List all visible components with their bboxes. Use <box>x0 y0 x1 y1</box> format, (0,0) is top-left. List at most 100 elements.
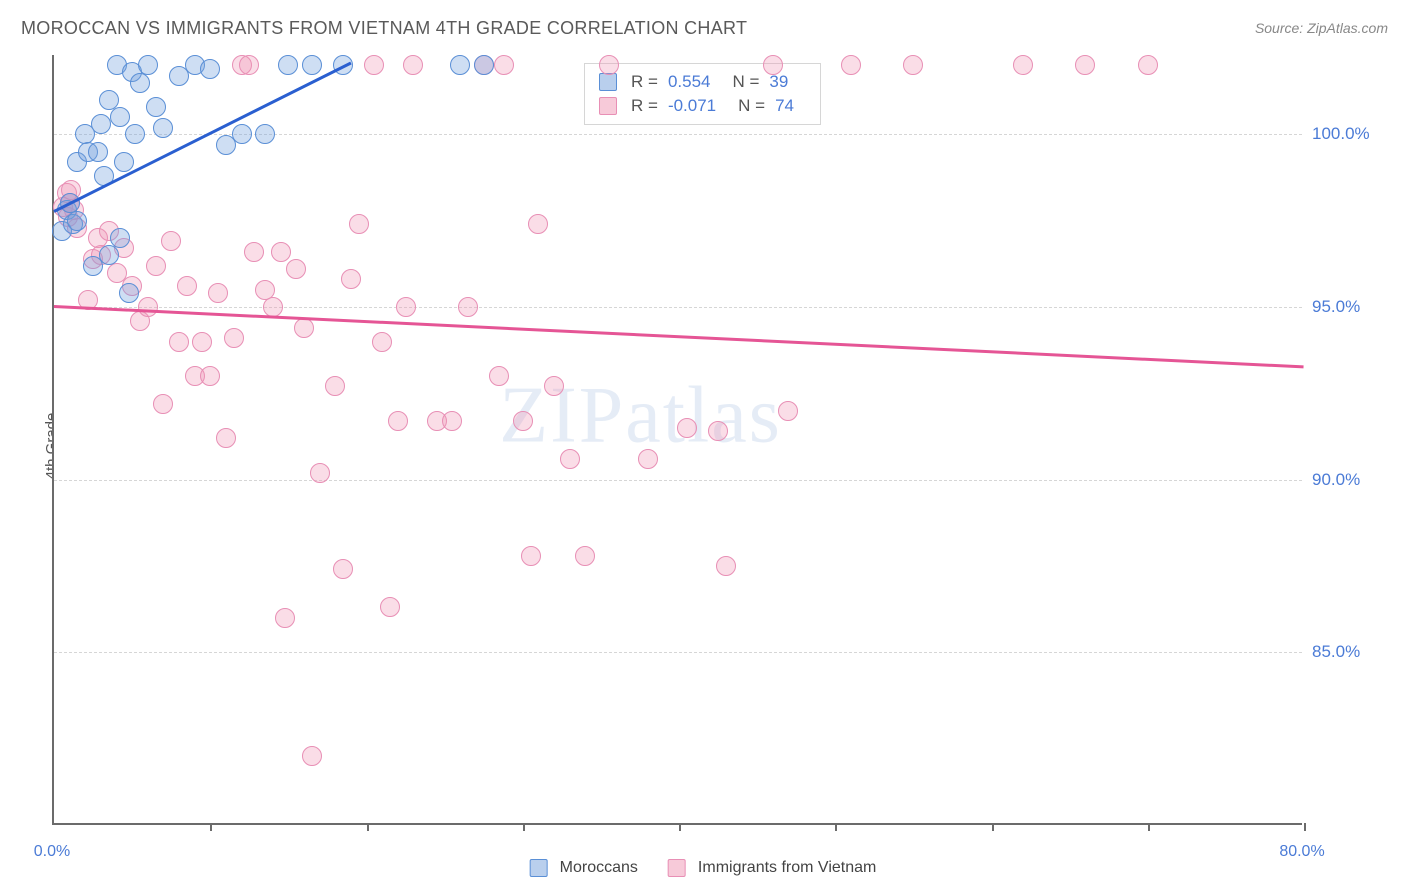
bottom-legend: Moroccans Immigrants from Vietnam <box>530 859 877 877</box>
data-point <box>513 411 533 431</box>
plot-area: ZIPatlas R = 0.554 N = 39 R = -0.071 N =… <box>52 55 1302 825</box>
data-point <box>153 118 173 138</box>
data-point <box>841 55 861 75</box>
data-point <box>125 124 145 144</box>
data-point <box>278 55 298 75</box>
data-point <box>396 297 416 317</box>
legend-swatch-blue <box>530 859 548 877</box>
stats-r-label: R = <box>631 96 658 116</box>
data-point <box>1138 55 1158 75</box>
watermark: ZIPatlas <box>499 370 782 461</box>
stats-row-pink: R = -0.071 N = 74 <box>599 94 806 118</box>
legend-item-vietnam: Immigrants from Vietnam <box>668 859 876 877</box>
source-label: Source: ZipAtlas.com <box>1255 20 1388 36</box>
ytick-label: 100.0% <box>1312 124 1397 144</box>
data-point <box>275 608 295 628</box>
data-point <box>349 214 369 234</box>
stats-n-label: N = <box>738 96 765 116</box>
data-point <box>528 214 548 234</box>
stats-n-value: 74 <box>775 96 794 116</box>
ytick-label: 95.0% <box>1312 297 1397 317</box>
xtick-mark <box>679 823 681 831</box>
data-point <box>903 55 923 75</box>
data-point <box>232 124 252 144</box>
data-point <box>192 332 212 352</box>
data-point <box>130 73 150 93</box>
data-point <box>677 418 697 438</box>
data-point <box>333 559 353 579</box>
data-point <box>91 114 111 134</box>
stats-box: R = 0.554 N = 39 R = -0.071 N = 74 <box>584 63 821 125</box>
gridline <box>54 307 1302 308</box>
data-point <box>442 411 462 431</box>
data-point <box>169 332 189 352</box>
data-point <box>599 55 619 75</box>
xtick-label-end: 80.0% <box>1279 843 1324 861</box>
data-point <box>302 55 322 75</box>
data-point <box>119 283 139 303</box>
stats-r-value: 0.554 <box>668 72 711 92</box>
chart-title: MOROCCAN VS IMMIGRANTS FROM VIETNAM 4TH … <box>21 18 747 39</box>
data-point <box>161 231 181 251</box>
xtick-mark <box>992 823 994 831</box>
data-point <box>638 449 658 469</box>
data-point <box>544 376 564 396</box>
data-point <box>1075 55 1095 75</box>
data-point <box>271 242 291 262</box>
data-point <box>341 269 361 289</box>
data-point <box>208 283 228 303</box>
data-point <box>146 97 166 117</box>
legend-label: Immigrants from Vietnam <box>698 859 876 877</box>
data-point <box>474 55 494 75</box>
stats-r-label: R = <box>631 72 658 92</box>
data-point <box>99 245 119 265</box>
data-point <box>138 297 158 317</box>
data-point <box>560 449 580 469</box>
gridline <box>54 652 1302 653</box>
stats-swatch-pink <box>599 97 617 115</box>
data-point <box>224 328 244 348</box>
gridline <box>54 480 1302 481</box>
data-point <box>67 211 87 231</box>
trend-line <box>53 62 351 213</box>
data-point <box>200 366 220 386</box>
xtick-mark <box>367 823 369 831</box>
data-point <box>325 376 345 396</box>
data-point <box>244 242 264 262</box>
data-point <box>216 428 236 448</box>
data-point <box>388 411 408 431</box>
data-point <box>458 297 478 317</box>
data-point <box>153 394 173 414</box>
data-point <box>763 55 783 75</box>
data-point <box>263 297 283 317</box>
data-point <box>114 152 134 172</box>
xtick-mark <box>1304 823 1306 831</box>
ytick-label: 85.0% <box>1312 642 1397 662</box>
data-point <box>716 556 736 576</box>
data-point <box>575 546 595 566</box>
data-point <box>494 55 514 75</box>
data-point <box>177 276 197 296</box>
stats-n-label: N = <box>732 72 759 92</box>
data-point <box>138 55 158 75</box>
data-point <box>88 142 108 162</box>
data-point <box>110 228 130 248</box>
data-point <box>364 55 384 75</box>
watermark-thin: atlas <box>625 371 782 459</box>
xtick-mark <box>835 823 837 831</box>
data-point <box>239 55 259 75</box>
data-point <box>1013 55 1033 75</box>
data-point <box>146 256 166 276</box>
data-point <box>403 55 423 75</box>
xtick-mark <box>1148 823 1150 831</box>
xtick-mark <box>523 823 525 831</box>
xtick-mark <box>210 823 212 831</box>
data-point <box>302 746 322 766</box>
legend-swatch-pink <box>668 859 686 877</box>
data-point <box>489 366 509 386</box>
legend-item-moroccans: Moroccans <box>530 859 638 877</box>
data-point <box>778 401 798 421</box>
data-point <box>286 259 306 279</box>
data-point <box>255 124 275 144</box>
ytick-label: 90.0% <box>1312 470 1397 490</box>
